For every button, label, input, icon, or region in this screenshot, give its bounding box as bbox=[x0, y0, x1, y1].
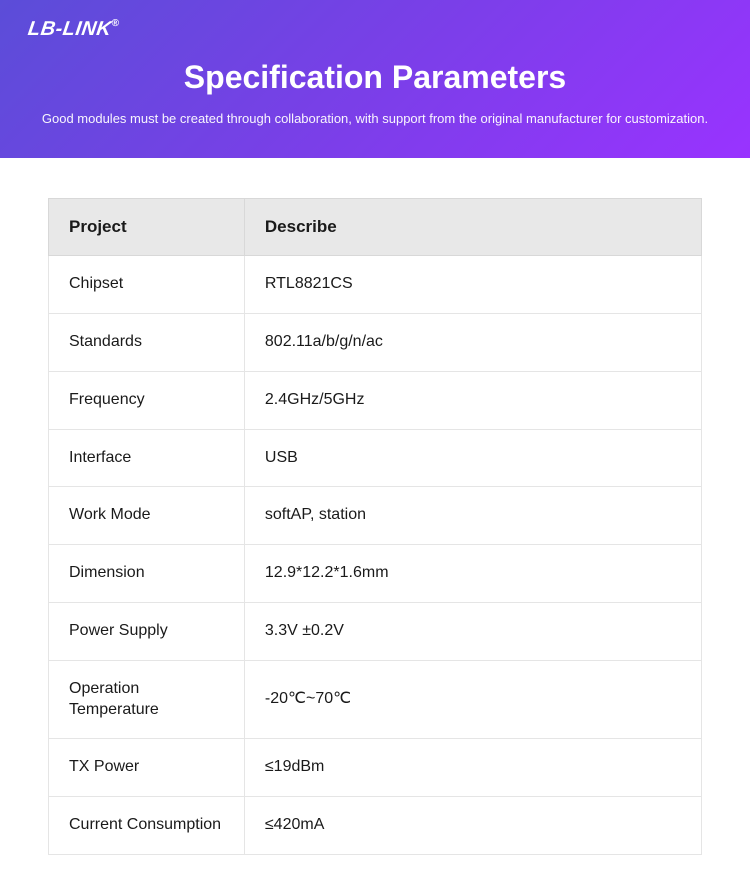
cell-describe: 12.9*12.2*1.6mm bbox=[244, 545, 701, 603]
cell-project: Power Supply bbox=[49, 602, 245, 660]
table-row: Interface USB bbox=[49, 429, 702, 487]
table-row: Current Consumption ≤420mA bbox=[49, 797, 702, 855]
cell-describe: ≤420mA bbox=[244, 797, 701, 855]
cell-describe: softAP, station bbox=[244, 487, 701, 545]
cell-project: Standards bbox=[49, 313, 245, 371]
col-header-project: Project bbox=[49, 199, 245, 256]
cell-project: Dimension bbox=[49, 545, 245, 603]
header-banner: LB-LINK® Specification Parameters Good m… bbox=[0, 0, 750, 158]
cell-describe: 2.4GHz/5GHz bbox=[244, 371, 701, 429]
table-row: Standards 802.11a/b/g/n/ac bbox=[49, 313, 702, 371]
table-row: Dimension 12.9*12.2*1.6mm bbox=[49, 545, 702, 603]
table-row: Operation Temperature -20℃~70℃ bbox=[49, 660, 702, 739]
cell-describe: USB bbox=[244, 429, 701, 487]
cell-describe: RTL8821CS bbox=[244, 256, 701, 314]
page-title: Specification Parameters bbox=[28, 59, 722, 96]
spec-table-body: Chipset RTL8821CS Standards 802.11a/b/g/… bbox=[49, 256, 702, 855]
table-row: Chipset RTL8821CS bbox=[49, 256, 702, 314]
cell-project: Work Mode bbox=[49, 487, 245, 545]
cell-describe: ≤19dBm bbox=[244, 739, 701, 797]
table-row: Work Mode softAP, station bbox=[49, 487, 702, 545]
cell-project: Chipset bbox=[49, 256, 245, 314]
cell-project: Frequency bbox=[49, 371, 245, 429]
page-subtitle: Good modules must be created through col… bbox=[28, 110, 722, 128]
spec-table-container: Project Describe Chipset RTL8821CS Stand… bbox=[0, 158, 750, 885]
spec-table: Project Describe Chipset RTL8821CS Stand… bbox=[48, 198, 702, 855]
cell-describe: 802.11a/b/g/n/ac bbox=[244, 313, 701, 371]
table-row: TX Power ≤19dBm bbox=[49, 739, 702, 797]
col-header-describe: Describe bbox=[244, 199, 701, 256]
brand-logo: LB-LINK® bbox=[28, 18, 722, 41]
cell-describe: 3.3V ±0.2V bbox=[244, 602, 701, 660]
table-row: Power Supply 3.3V ±0.2V bbox=[49, 602, 702, 660]
logo-text: LB-LINK bbox=[26, 18, 113, 41]
table-header-row: Project Describe bbox=[49, 199, 702, 256]
cell-project: Current Consumption bbox=[49, 797, 245, 855]
table-row: Frequency 2.4GHz/5GHz bbox=[49, 371, 702, 429]
cell-project: Operation Temperature bbox=[49, 660, 245, 739]
cell-project: TX Power bbox=[49, 739, 245, 797]
cell-describe: -20℃~70℃ bbox=[244, 660, 701, 739]
cell-project: Interface bbox=[49, 429, 245, 487]
